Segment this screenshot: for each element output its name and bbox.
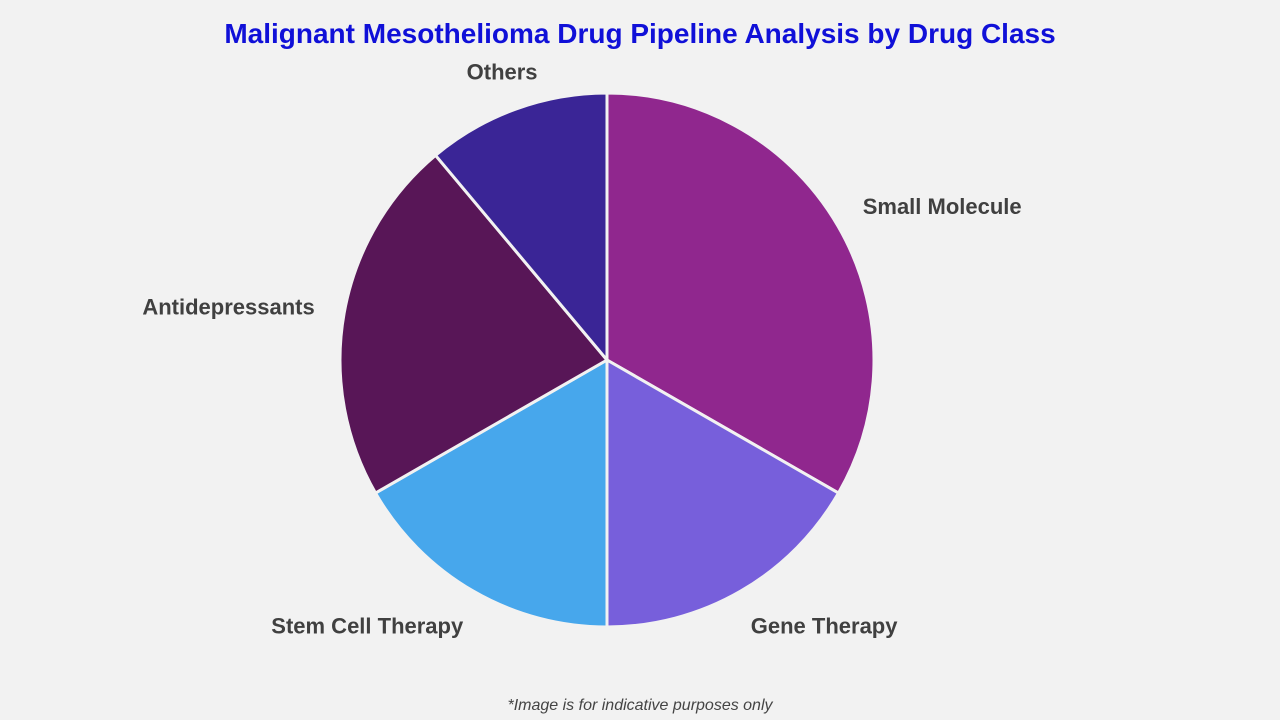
pie-slice-antidepressants (338, 153, 610, 496)
pie-slice-stem-cell-therapy (373, 357, 609, 629)
slice-label: Others (467, 59, 538, 84)
slice-label: Stem Cell Therapy (271, 614, 464, 639)
slice-label: Small Molecule (863, 194, 1022, 219)
slice-label: Gene Therapy (751, 614, 898, 639)
pie-slice-others (433, 91, 609, 365)
pie-slice-gene-therapy (605, 357, 841, 629)
footer-note: *Image is for indicative purposes only (507, 697, 773, 714)
chart-title: Malignant Mesothelioma Drug Pipeline Ana… (224, 18, 1056, 49)
pie-slice-small-molecule (605, 91, 876, 496)
slice-label: Antidepressants (142, 294, 314, 319)
